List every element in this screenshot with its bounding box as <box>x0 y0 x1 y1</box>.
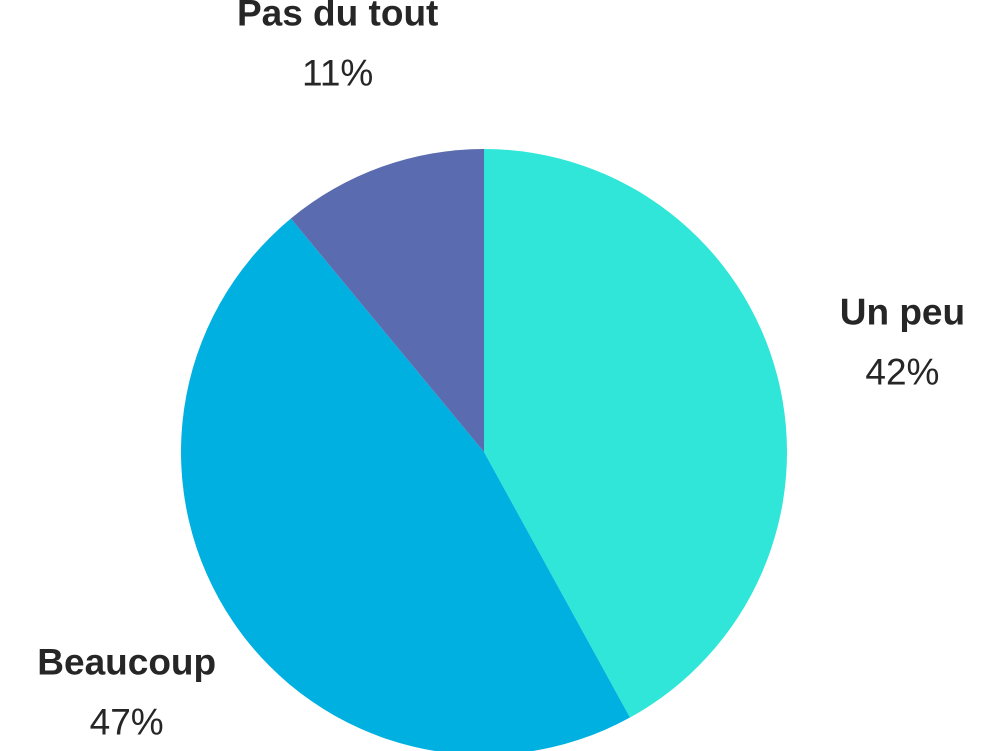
slice-label: Beaucoup <box>37 642 216 683</box>
slice-label: Pas du tout <box>237 0 438 33</box>
pie-slice <box>484 149 788 718</box>
slice-label: Un peu <box>840 291 965 332</box>
slice-value-label: 42% <box>865 351 939 392</box>
slice-value-label: 47% <box>90 702 164 743</box>
pie-slice <box>290 149 484 452</box>
slice-value-label: 11% <box>302 52 373 93</box>
pie-slice <box>181 218 630 751</box>
